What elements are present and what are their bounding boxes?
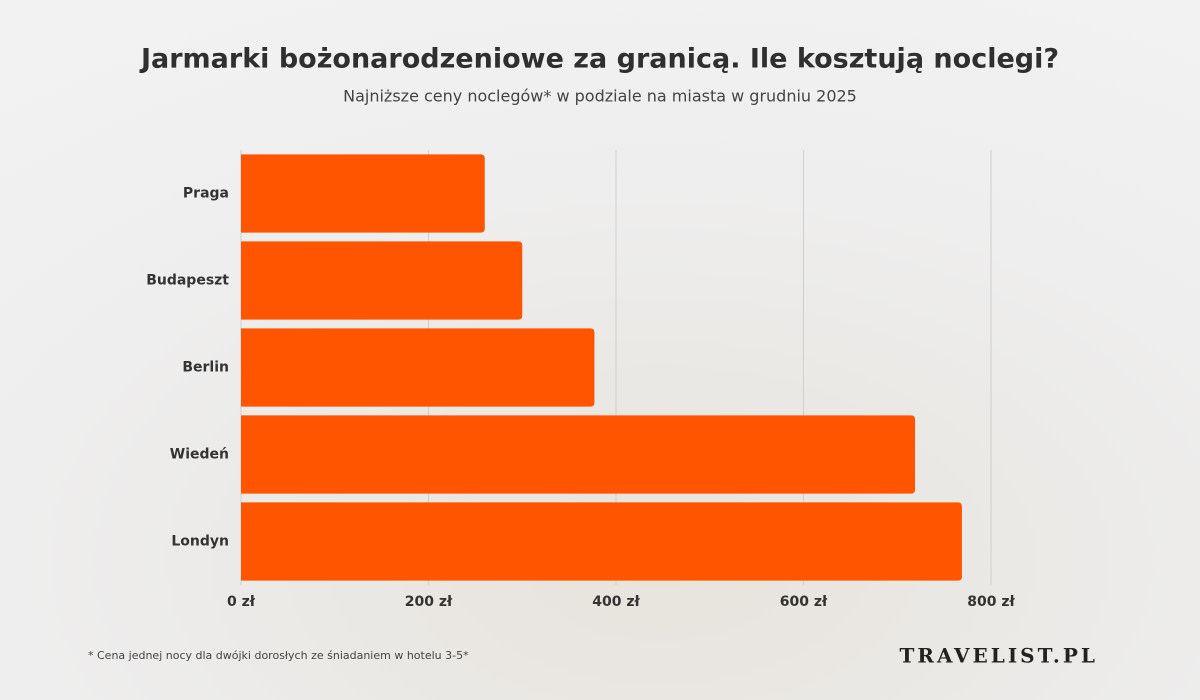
bar xyxy=(241,415,916,494)
x-tick-label: 200 zł xyxy=(405,594,453,610)
chart-subtitle: Najniższe ceny noclegów* w podziale na m… xyxy=(343,87,857,106)
y-tick-label: Wiedeń xyxy=(170,447,229,463)
bar xyxy=(241,328,595,407)
y-tick-label: Berlin xyxy=(182,360,229,376)
x-tick-label: 800 zł xyxy=(967,594,1015,610)
chart-title: Jarmarki bożonarodzeniowe za granicą. Il… xyxy=(139,44,1059,75)
footnote: * Cena jednej nocy dla dwójki dorosłych … xyxy=(88,649,469,662)
y-tick-label: Budapeszt xyxy=(146,273,229,289)
brand-logo: TRAVELIST.PL xyxy=(899,644,1098,668)
y-tick-label: Praga xyxy=(183,186,229,202)
x-tick-label: 600 zł xyxy=(780,594,828,610)
bar xyxy=(241,154,485,233)
y-tick-label: Londyn xyxy=(171,534,229,550)
bar xyxy=(241,502,962,581)
bar xyxy=(241,241,523,320)
x-tick-label: 0 zł xyxy=(227,594,256,610)
x-tick-label: 400 zł xyxy=(592,594,640,610)
